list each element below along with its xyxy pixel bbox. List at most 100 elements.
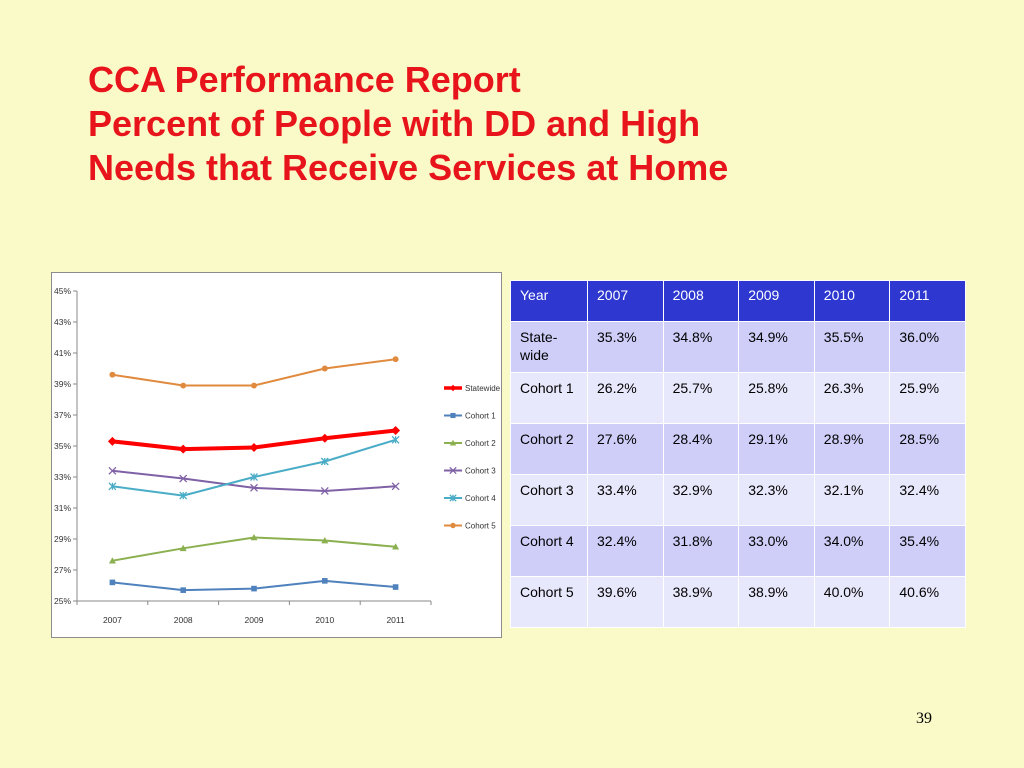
x-tick-label: 2010 [315, 615, 334, 625]
series-line-cohort-5 [112, 358, 396, 387]
table-cell: 31.8% [662, 525, 740, 577]
data-point [320, 433, 330, 443]
header-cell-2011: 2011 [889, 280, 966, 322]
row-label: Cohort 2 [510, 423, 588, 475]
data-point [392, 356, 399, 363]
legend-label: Cohort 2 [465, 439, 496, 448]
y-tick-label: 41% [54, 348, 71, 358]
table-cell: 40.6% [889, 576, 966, 628]
table-cell: 29.1% [738, 423, 815, 475]
table-cell: 28.9% [813, 423, 891, 475]
data-point [391, 435, 400, 444]
header-cell-year: Year [510, 280, 588, 322]
legend-marker [449, 439, 457, 446]
legend-marker [450, 522, 456, 529]
data-point [392, 584, 399, 590]
data-point [109, 371, 116, 378]
data-point [179, 474, 188, 483]
data-point [391, 482, 400, 491]
header-cell-2007: 2007 [587, 280, 664, 322]
data-point [321, 365, 328, 372]
x-tick-label: 2011 [386, 615, 405, 625]
data-point [179, 544, 187, 552]
data-point [321, 537, 329, 544]
data-point [322, 578, 328, 584]
legend-marker [449, 466, 457, 475]
data-point [251, 585, 257, 592]
data-point [179, 491, 188, 500]
data-point [320, 486, 329, 495]
table-row: Cohort 1 26.2% 25.7% 25.8% 26.3% 25.9% [510, 372, 966, 424]
legend-label: Statewide [465, 384, 501, 393]
row-label: Cohort 5 [510, 576, 588, 628]
header-cell-2008: 2008 [662, 280, 740, 322]
table-cell: 26.2% [587, 372, 664, 424]
data-point [180, 587, 186, 593]
data-point [250, 473, 258, 481]
table-cell: 34.8% [662, 321, 740, 373]
table-row: Cohort 4 32.4% 31.8% 33.0% 34.0% 35.4% [510, 525, 966, 577]
table-cell: 28.5% [889, 423, 966, 475]
y-tick-label: 29% [54, 534, 71, 544]
table-row: Cohort 2 27.6% 28.4% 29.1% 28.9% 28.5% [510, 423, 966, 475]
y-tick-label: 25% [54, 596, 71, 606]
legend-label: Cohort 3 [465, 467, 496, 476]
data-point [391, 426, 401, 435]
page-number: 39 [916, 710, 932, 727]
table-cell: 32.9% [662, 474, 740, 526]
table-cell: 34.0% [813, 525, 891, 577]
table-cell: 35.4% [889, 525, 966, 577]
table-cell: 36.0% [889, 321, 966, 373]
table-cell: 38.9% [662, 576, 740, 628]
row-label: Cohort 3 [510, 474, 588, 526]
data-point [107, 436, 117, 446]
legend-label: Cohort 5 [465, 522, 496, 531]
y-tick-label: 27% [54, 565, 71, 575]
data-point [178, 444, 188, 454]
table-cell: 25.8% [738, 372, 815, 424]
y-tick-label: 43% [54, 317, 71, 327]
data-point [180, 382, 187, 389]
legend-label: Cohort 1 [465, 412, 496, 421]
header-cell-2009: 2009 [738, 280, 815, 322]
header-cell-2010: 2010 [813, 280, 891, 322]
table-cell: 32.3% [738, 474, 815, 526]
x-tick-label: 2007 [103, 615, 122, 625]
data-point [250, 533, 258, 541]
table-cell: 33.0% [738, 525, 815, 577]
legend-label: Cohort 4 [465, 494, 496, 503]
slide-title: CCA Performance Report Percent of People… [88, 58, 728, 190]
y-tick-label: 39% [54, 379, 71, 389]
table-cell: 32.1% [813, 474, 891, 526]
row-label: State-wide [510, 321, 588, 373]
title-line-2: Percent of People with DD and High [88, 103, 701, 144]
table-cell: 28.4% [662, 423, 740, 475]
series-line-cohort-2 [112, 536, 396, 562]
table-cell: 38.9% [738, 576, 815, 628]
table-cell: 25.7% [662, 372, 740, 424]
x-tick-label: 2009 [245, 615, 264, 625]
title-line-3: Needs that Receive Services at Home [88, 147, 729, 188]
table-cell: 32.4% [587, 525, 664, 577]
table-cell: 39.6% [587, 576, 664, 628]
row-label: Cohort 4 [510, 525, 588, 577]
table-header-row: Year 2007 2008 2009 2010 2011 [510, 280, 966, 322]
table-row: Cohort 3 33.4% 32.9% 32.3% 32.1% 32.4% [510, 474, 966, 526]
legend-marker [449, 494, 457, 502]
data-point [320, 457, 329, 466]
row-label: Cohort 1 [510, 372, 588, 424]
y-tick-label: 31% [54, 503, 71, 513]
data-point [250, 483, 258, 492]
data-point [108, 557, 116, 564]
title-line-1: CCA Performance Report [88, 59, 521, 100]
table-cell: 33.4% [587, 474, 664, 526]
x-tick-label: 2008 [174, 615, 193, 625]
table-cell: 25.9% [889, 372, 966, 424]
legend-marker [449, 384, 457, 392]
table-cell: 40.0% [813, 576, 891, 628]
data-point [392, 543, 400, 550]
y-tick-label: 35% [54, 441, 71, 451]
data-point [108, 482, 117, 491]
data-table: Year 2007 2008 2009 2010 2011 State-wide… [510, 280, 966, 628]
data-point [109, 579, 116, 586]
